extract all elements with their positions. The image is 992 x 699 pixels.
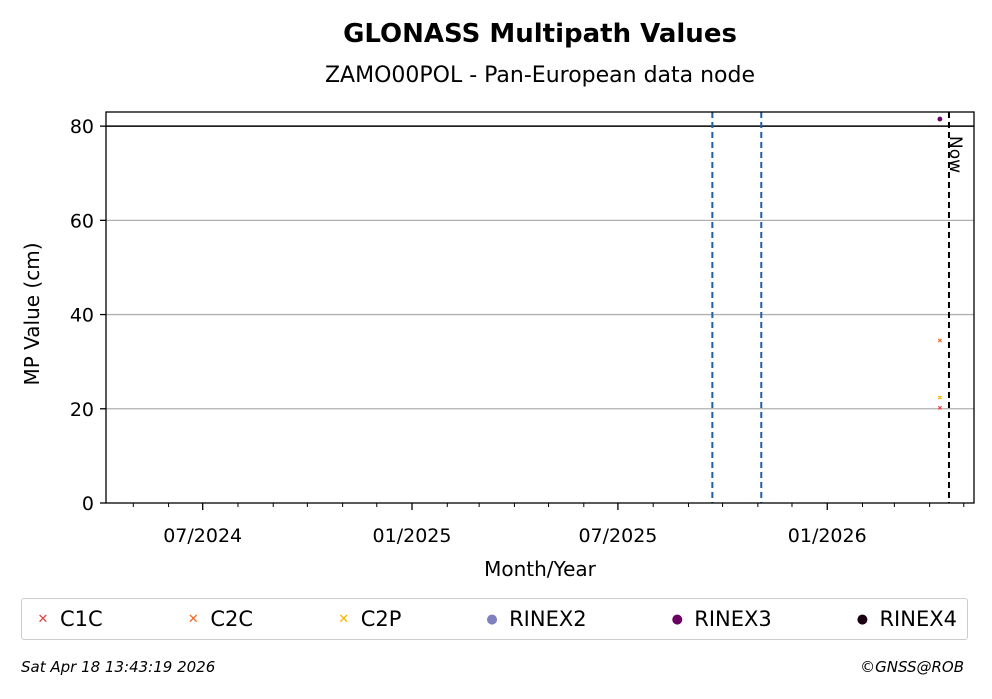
y-tick-label-20: 20 [70, 399, 94, 421]
legend-label-rinex2: RINEX2 [509, 607, 587, 631]
plot-area-frame [105, 111, 975, 504]
footer-timestamp: Sat Apr 18 13:43:19 2026 [21, 658, 216, 676]
legend-label-c2p: C2P [360, 607, 402, 631]
legend-marker-rinex4: ● [856, 611, 869, 627]
y-axis-label: MP Value (cm) [20, 242, 44, 385]
legend-marker-c1c: ✕ [37, 611, 49, 627]
chart-title: GLONASS Multipath Values [343, 19, 737, 49]
x-tick-label-3: 01/2026 [788, 525, 867, 547]
grid-layer [106, 219, 974, 410]
legend-item-rinex4: ● RINEX4 [853, 607, 957, 631]
x-tick-label-1: 01/2025 [373, 525, 452, 547]
legend-label-c1c: C1C [60, 607, 103, 631]
footer-credit: ©GNSS@ROB [860, 658, 964, 676]
point-c2c-0 [937, 338, 942, 343]
legend-item-rinex2: ● RINEX2 [483, 607, 587, 631]
legend-marker-rinex2: ● [486, 611, 498, 627]
point-rinex3-0 [937, 116, 943, 122]
axes-layer: 0 20 40 60 80 07/2024 01/2025 07/2025 01/2026 [70, 116, 965, 547]
chart-subtitle: ZAMO00POL - Pan-European data node [325, 63, 755, 88]
legend-marker-c2c: ✕ [187, 611, 199, 627]
legend-item-c2p: ✕ C2P [335, 607, 402, 631]
legend-marker-rinex3: ● [671, 611, 683, 627]
legend-label-rinex4: RINEX4 [879, 607, 957, 631]
reference-lines [106, 112, 974, 503]
legend-label-c2c: C2C [210, 607, 254, 631]
legend-marker-c2p: ✕ [338, 611, 350, 627]
y-tick-label-40: 40 [70, 305, 94, 327]
now-label: Now [945, 136, 965, 173]
y-tick-label-80: 80 [70, 116, 94, 138]
legend: ✕ C1C ✕ C2C ✕ C2P ● RINEX2 ● RINEX3 ● RI… [21, 598, 968, 640]
point-c2p-0 [937, 395, 942, 400]
legend-label-rinex3: RINEX3 [694, 607, 772, 631]
y-tick-label-60: 60 [70, 210, 94, 232]
data-points [937, 116, 943, 410]
x-axis-label: Month/Year [484, 557, 597, 581]
legend-item-c2c: ✕ C2C [184, 607, 253, 631]
point-c1c-0 [937, 405, 942, 410]
legend-item-rinex3: ● RINEX3 [668, 607, 772, 631]
x-tick-label-0: 07/2024 [163, 525, 242, 547]
y-tick-label-0: 0 [82, 493, 94, 515]
legend-item-c1c: ✕ C1C [34, 607, 103, 631]
x-tick-label-2: 07/2025 [578, 525, 657, 547]
